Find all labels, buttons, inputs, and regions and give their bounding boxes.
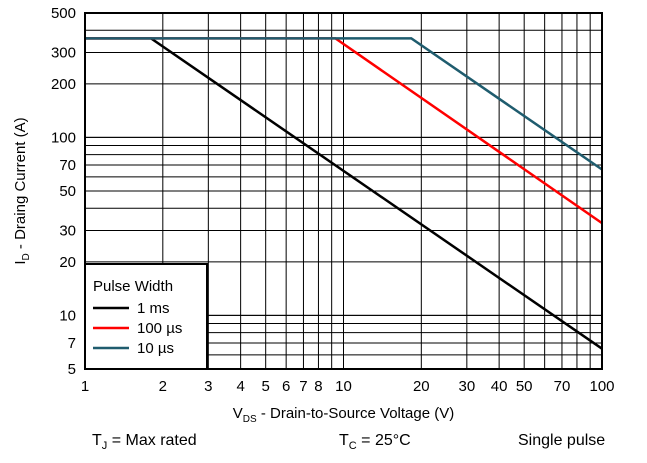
y-tick-label: 70 — [59, 157, 76, 174]
legend-box — [84, 263, 208, 370]
y-tick-label: 7 — [68, 335, 76, 352]
x-tick-label: 7 — [299, 378, 307, 395]
y-tick-label: 30 — [59, 222, 76, 239]
y-tick-label: 20 — [59, 254, 76, 271]
y-tick-label: 500 — [51, 5, 76, 22]
plot-frame — [84, 12, 603, 370]
legend: Pulse Width 1 ms 100 µs 10 µs — [84, 263, 208, 370]
x-tick-label: 20 — [413, 378, 430, 395]
legend-entry: 1 ms — [137, 300, 170, 317]
x-tick-label: 10 — [335, 378, 352, 395]
legend-entry: 10 µs — [137, 340, 174, 357]
y-tick-label: 100 — [51, 129, 76, 146]
x-tick-label: 6 — [282, 378, 290, 395]
legend-title: Pulse Width — [93, 278, 173, 295]
x-tick-label: 30 — [458, 378, 475, 395]
tick-labels: 1 2 3 4 5 6 7 8 10 20 30 40 50 70 10057102030507010020… — [51, 5, 615, 395]
grid-lines — [85, 13, 602, 369]
x-tick-label: 70 — [554, 378, 571, 395]
x-tick-label: 40 — [491, 378, 508, 395]
case-temp-note: TC = 25°C — [339, 432, 411, 453]
legend-entry: 100 µs — [137, 320, 182, 337]
x-tick-label: 1 — [81, 378, 89, 395]
y-tick-label: 200 — [51, 76, 76, 93]
series-line-3 — [85, 37, 603, 171]
y-tick-label: 10 — [59, 307, 76, 324]
x-tick-label: 3 — [204, 378, 212, 395]
x-tick-label: 5 — [262, 378, 270, 395]
y-tick-label: 5 — [68, 361, 76, 378]
y-axis-label: ID - Draing Current (A) — [12, 117, 32, 264]
x-tick-label: 4 — [236, 378, 244, 395]
junction-temp-note: TJ = Max rated — [92, 432, 197, 453]
x-tick-label: 100 — [589, 378, 614, 395]
x-tick-label: 50 — [516, 378, 533, 395]
x-tick-label: 2 — [159, 378, 167, 395]
y-tick-label: 300 — [51, 44, 76, 61]
x-axis-label: VDS - Drain-to-Source Voltage (V) — [233, 405, 455, 425]
single-pulse-note: Single pulse — [518, 432, 606, 449]
series-lines — [85, 37, 603, 350]
y-tick-label: 50 — [59, 183, 76, 200]
x-tick-label: 8 — [314, 378, 322, 395]
